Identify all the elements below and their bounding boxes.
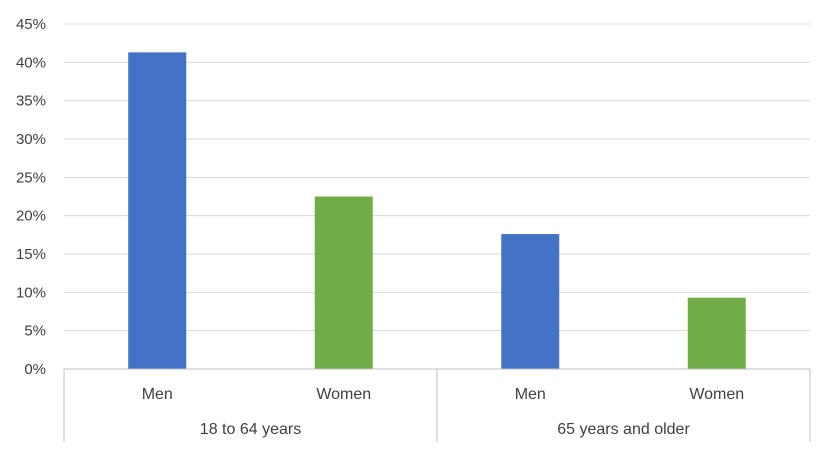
y-tick-label: 30%	[16, 131, 46, 148]
x-category-label: Men	[142, 386, 173, 403]
y-tick-label: 40%	[16, 54, 46, 71]
x-category-label: Women	[316, 386, 371, 403]
y-tick-label: 20%	[16, 208, 46, 225]
bar-2-women	[314, 196, 373, 369]
x-category-label: Men	[515, 386, 546, 403]
y-tick-label: 45%	[16, 16, 46, 33]
y-tick-label: 15%	[16, 246, 46, 263]
y-axis-tick-labels: 0% 5% 10% 15% 20% 25% 30% 35% 40% 45%	[16, 16, 46, 378]
y-tick-label: 5%	[24, 323, 46, 340]
y-tick-label: 10%	[16, 284, 46, 301]
x-group-label: 18 to 64 years	[200, 421, 301, 438]
x-category-label: Women	[689, 386, 744, 403]
bar-1-men	[128, 52, 187, 369]
y-tick-label: 0%	[24, 361, 46, 378]
bars	[128, 52, 746, 369]
bar-3-men	[501, 234, 560, 369]
bar-4-women	[687, 297, 746, 369]
y-tick-label: 25%	[16, 169, 46, 186]
x-axis: Men Women Men Women 18 to 64 years 65 years a…	[63, 368, 811, 442]
x-group-label: 65 years and older	[557, 421, 690, 438]
gridlines	[64, 23, 810, 332]
y-tick-label: 35%	[16, 93, 46, 110]
